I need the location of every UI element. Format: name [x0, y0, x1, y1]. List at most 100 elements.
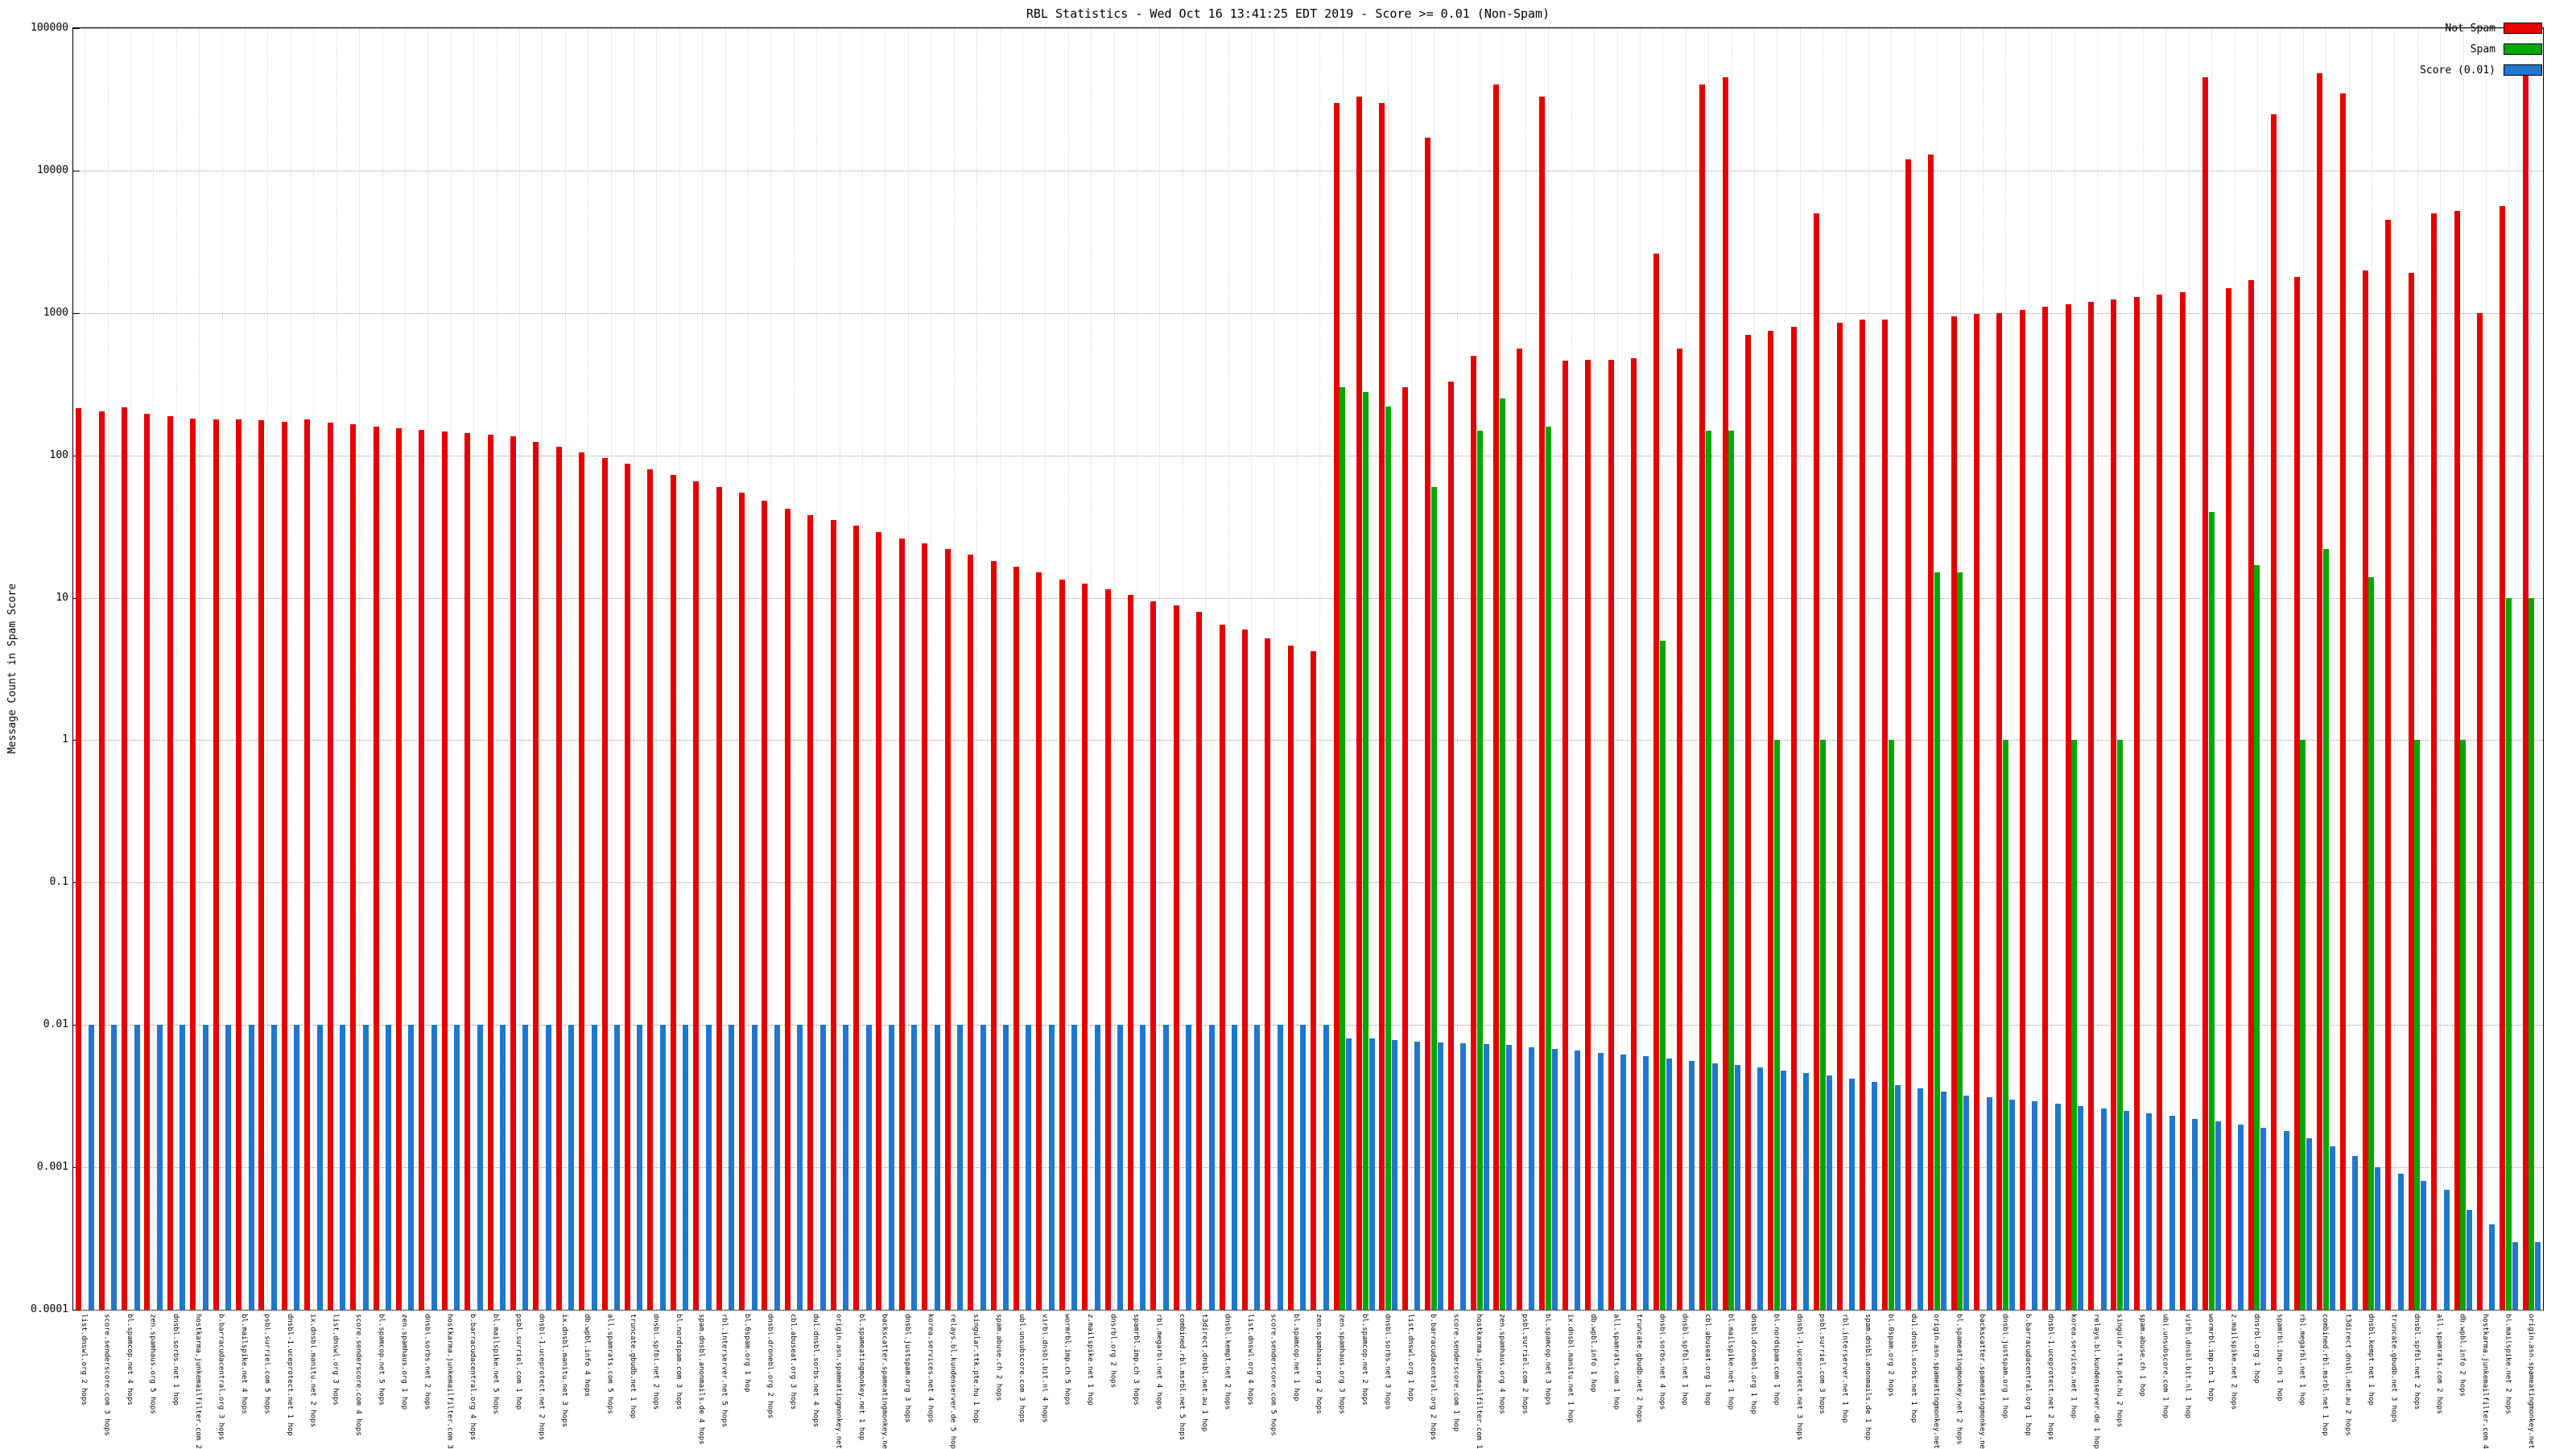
bar-score-0-01: [316, 1025, 323, 1310]
bar-not-spam: [1104, 588, 1111, 1310]
bar-not-spam: [830, 520, 836, 1310]
x-gridline: [2188, 28, 2190, 1310]
bar-score-0-01: [2032, 1101, 2038, 1310]
x-gridline: [2005, 28, 2007, 1310]
bar-score-0-01: [1483, 1044, 1489, 1310]
x-category-label: dnsbl.sorbs.net 2 hops: [423, 1314, 431, 1410]
x-category-label: psbl.surriel.com 1 hop: [514, 1314, 522, 1410]
bar-score-0-01: [2467, 1210, 2473, 1310]
x-category-label: cbl.abuseat.org 1 hop: [1703, 1314, 1712, 1406]
x-gridline: [679, 28, 680, 1310]
x-gridline: [1799, 28, 1801, 1310]
legend-row-spam: Spam: [2420, 39, 2542, 60]
x-category-label: zen.spamhaus.org 4 hops: [1497, 1314, 1506, 1414]
bar-score-0-01: [1391, 1040, 1397, 1310]
x-category-label: bl.0spam.org 1 hop: [743, 1314, 752, 1393]
y-gridline: [73, 597, 2543, 599]
bar-spam: [2460, 740, 2467, 1310]
x-category-label: spam.dnsbl.anonmails.de 1 hop: [1863, 1314, 1872, 1441]
bar-score-0-01: [2489, 1224, 2496, 1310]
x-category-label: origin.asn.spameatingmonkey.net 1 hop: [1932, 1314, 1941, 1449]
x-gridline: [1113, 28, 1115, 1310]
x-gridline: [702, 28, 704, 1310]
bar-not-spam: [1241, 629, 1248, 1310]
x-category-label: psbl.surriel.com 5 hops: [262, 1314, 271, 1414]
bar-score-0-01: [957, 1025, 964, 1310]
bar-score-0-01: [2238, 1124, 2244, 1310]
x-category-label: bl.spameatingmonkey.net 1 hop: [857, 1314, 866, 1441]
bar-not-spam: [1013, 567, 1019, 1310]
bar-spam: [2300, 740, 2306, 1310]
legend-swatch-green: [2504, 43, 2542, 55]
legend-label-spam: Spam: [2470, 43, 2496, 56]
x-gridline: [107, 28, 109, 1310]
x-gridline: [816, 28, 818, 1310]
x-gridline: [450, 28, 452, 1310]
bar-spam: [2208, 512, 2215, 1310]
bar-score-0-01: [202, 1025, 208, 1310]
x-category-label: dnsbl.sorbs.net 3 hops: [1383, 1314, 1392, 1410]
x-category-label: db.wpbl.info 1 hop: [1589, 1314, 1598, 1393]
x-gridline: [1205, 28, 1207, 1310]
x-category-label: list.dnswl.org 1 hop: [1406, 1314, 1414, 1402]
bar-score-0-01: [1117, 1025, 1124, 1310]
x-category-label: wormrbl.imp.ch 5 hops: [1063, 1314, 1071, 1406]
x-gridline: [1045, 28, 1046, 1310]
x-gridline: [199, 28, 200, 1310]
legend-row-score: Score (0.01): [2420, 60, 2542, 80]
bar-not-spam: [2431, 213, 2438, 1310]
y-tick-label: 0.001: [36, 1161, 68, 1174]
bar-not-spam: [1493, 85, 1500, 1310]
y-tick-label: 0.01: [43, 1018, 68, 1031]
bar-spam: [2071, 740, 2078, 1310]
bar-score-0-01: [819, 1025, 826, 1310]
bar-score-0-01: [2329, 1146, 2335, 1310]
x-category-label: dnsbl.spfbl.net 2 hops: [2412, 1314, 2421, 1410]
x-category-label: all.spamrats.com 1 hop: [1612, 1314, 1620, 1410]
x-category-label: backscatter.spameatingmonkey.net 1 hop: [1978, 1314, 1987, 1449]
x-gridline: [656, 28, 658, 1310]
bar-score-0-01: [454, 1025, 460, 1310]
bar-not-spam: [2293, 276, 2300, 1310]
bar-spam: [1819, 740, 1826, 1310]
y-tick-label: 1: [62, 733, 68, 746]
bar-not-spam: [2271, 114, 2277, 1310]
bar-not-spam: [1814, 213, 1820, 1310]
bar-score-0-01: [1872, 1081, 1878, 1310]
bar-not-spam: [167, 416, 173, 1310]
bar-score-0-01: [180, 1025, 186, 1310]
bar-not-spam: [258, 420, 265, 1310]
x-category-label: combined.rbl.msrbl.net 5 hops: [1177, 1314, 1186, 1441]
bar-not-spam: [2042, 307, 2049, 1310]
y-tickmark: [73, 1310, 80, 1311]
bar-score-0-01: [545, 1025, 551, 1310]
bar-score-0-01: [1963, 1095, 1970, 1310]
x-gridline: [1410, 28, 1412, 1310]
bar-score-0-01: [888, 1025, 894, 1310]
x-category-label: bl.spamcop.net 5 hops: [377, 1314, 386, 1406]
bar-score-0-01: [2512, 1241, 2518, 1310]
bar-score-0-01: [1803, 1072, 1810, 1310]
x-category-label: psbl.surriel.com 2 hops: [1520, 1314, 1529, 1414]
bar-not-spam: [762, 501, 768, 1310]
x-category-label: dul.dnsbl.sorbs.net 1 hop: [1909, 1314, 1918, 1423]
bar-not-spam: [395, 427, 402, 1310]
bar-score-0-01: [1780, 1070, 1786, 1310]
x-category-label: zen.spamhaus.org 3 hops: [1337, 1314, 1346, 1414]
bar-not-spam: [670, 474, 676, 1310]
x-gridline: [1571, 28, 1572, 1310]
bar-score-0-01: [1254, 1025, 1261, 1310]
bar-score-0-01: [1162, 1025, 1169, 1310]
bar-score-0-01: [934, 1025, 940, 1310]
bar-spam: [2368, 576, 2375, 1310]
x-gridline: [313, 28, 315, 1310]
bar-score-0-01: [1368, 1038, 1375, 1310]
bar-spam: [1476, 430, 1483, 1310]
x-category-label: bl.spamcop.net 1 hop: [1291, 1314, 1300, 1402]
y-tick-label: 0.0001: [31, 1303, 68, 1315]
bar-not-spam: [1676, 349, 1682, 1310]
bar-not-spam: [281, 422, 287, 1310]
bar-not-spam: [464, 432, 471, 1310]
bar-score-0-01: [522, 1025, 529, 1310]
